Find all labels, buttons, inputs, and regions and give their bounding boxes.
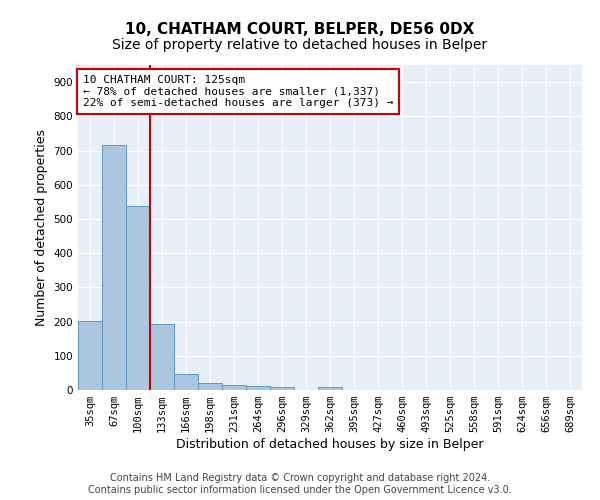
- Bar: [150, 324, 174, 390]
- Text: Contains HM Land Registry data © Crown copyright and database right 2024.
Contai: Contains HM Land Registry data © Crown c…: [88, 474, 512, 495]
- Bar: [318, 387, 342, 390]
- X-axis label: Distribution of detached houses by size in Belper: Distribution of detached houses by size …: [176, 438, 484, 451]
- Text: 10, CHATHAM COURT, BELPER, DE56 0DX: 10, CHATHAM COURT, BELPER, DE56 0DX: [125, 22, 475, 38]
- Bar: [198, 383, 222, 390]
- Bar: [102, 145, 126, 390]
- Bar: [222, 385, 246, 390]
- Text: Size of property relative to detached houses in Belper: Size of property relative to detached ho…: [112, 38, 488, 52]
- Bar: [270, 386, 294, 390]
- Bar: [126, 206, 150, 390]
- Bar: [78, 321, 102, 390]
- Y-axis label: Number of detached properties: Number of detached properties: [35, 129, 48, 326]
- Bar: [174, 374, 198, 390]
- Text: 10 CHATHAM COURT: 125sqm
← 78% of detached houses are smaller (1,337)
22% of sem: 10 CHATHAM COURT: 125sqm ← 78% of detach…: [83, 74, 394, 108]
- Bar: [246, 386, 270, 390]
